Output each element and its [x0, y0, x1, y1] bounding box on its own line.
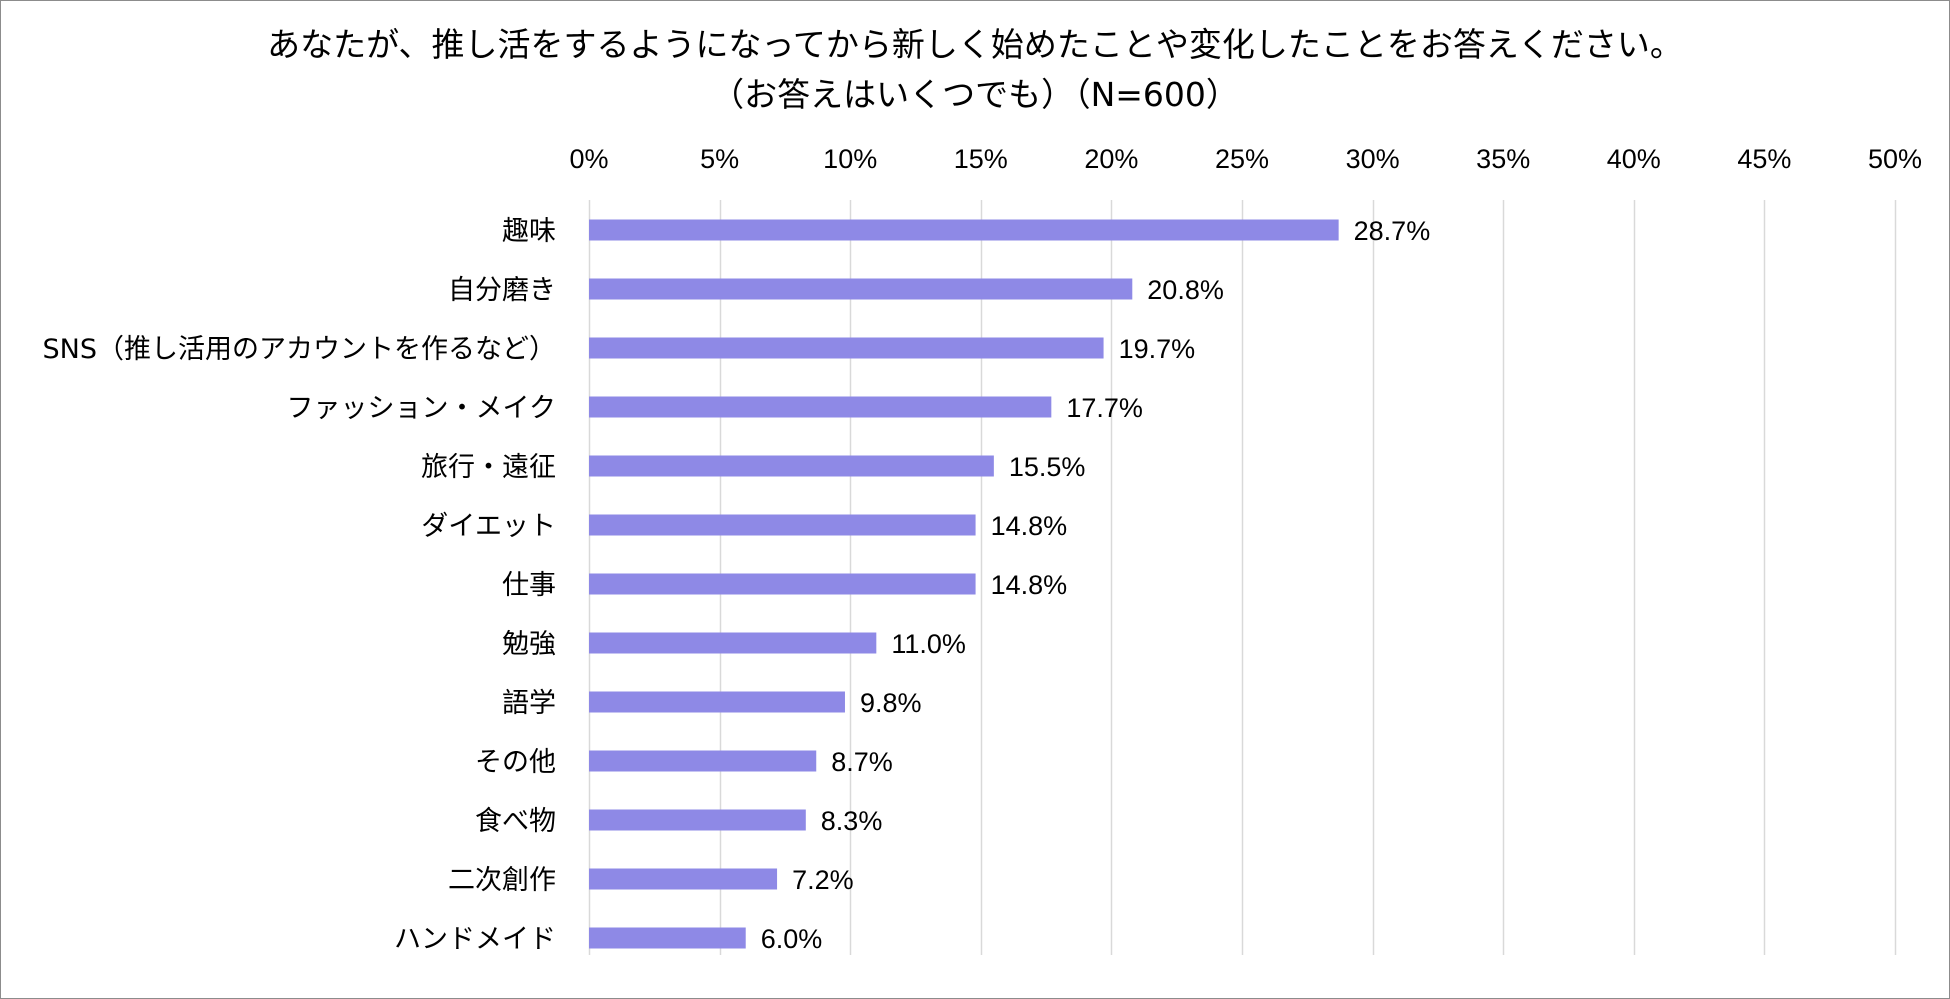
category-label-9: 語学 — [502, 688, 556, 719]
bar-5 — [589, 455, 994, 477]
category-label-1: 趣味 — [502, 216, 556, 247]
category-label-8: 勉強 — [502, 629, 556, 660]
category-label-10: その他 — [475, 747, 556, 778]
category-label-7: 仕事 — [502, 570, 556, 601]
data-label-13: 6.0% — [761, 924, 823, 954]
bar-11 — [589, 809, 806, 831]
data-label-12: 7.2% — [792, 865, 854, 895]
x-tick-label-0: 0% — [569, 144, 608, 174]
bar-9 — [589, 691, 845, 713]
bar-12 — [589, 868, 778, 890]
x-axis-tick-labels: 0% 5% 10% 15% 20% 25% 30% 35% 40% 45% 50% — [569, 144, 1922, 174]
data-label-8: 11.0% — [891, 629, 966, 659]
data-label-1: 28.7% — [1354, 216, 1431, 246]
x-tick-label-35: 35% — [1476, 144, 1530, 174]
category-label-3: SNS（推し活用のアカウントを作るなど） — [43, 334, 556, 365]
category-label-11: 食べ物 — [475, 806, 556, 837]
data-label-4: 17.7% — [1066, 393, 1143, 423]
bar-6 — [589, 514, 976, 536]
x-tick-label-25: 25% — [1215, 144, 1269, 174]
x-tick-label-10: 10% — [823, 144, 877, 174]
data-label-9: 9.8% — [860, 688, 922, 718]
chart-title: あなたが、推し活をするようになってから新しく始めたことや変化したことをお答えくだ… — [267, 25, 1683, 64]
data-label-2: 20.8% — [1147, 275, 1224, 305]
category-label-4: ファッション・メイク — [287, 393, 556, 424]
x-tick-label-40: 40% — [1607, 144, 1661, 174]
bars — [589, 219, 1339, 949]
category-label-2: 自分磨き — [448, 275, 556, 306]
bar-4 — [589, 396, 1052, 418]
bar-1 — [589, 219, 1339, 241]
data-label-11: 8.3% — [821, 806, 883, 836]
chart-subtitle: （お答えはいくつでも）（N=600） — [711, 75, 1239, 114]
x-tick-label-30: 30% — [1346, 144, 1400, 174]
category-label-6: ダイエット — [421, 511, 556, 542]
data-label-5: 15.5% — [1009, 452, 1086, 482]
bar-7 — [589, 573, 976, 595]
x-tick-label-20: 20% — [1084, 144, 1138, 174]
bar-10 — [589, 750, 817, 772]
x-tick-label-15: 15% — [954, 144, 1008, 174]
x-tick-label-5: 5% — [700, 144, 739, 174]
bar-13 — [589, 927, 746, 949]
data-label-7: 14.8% — [991, 570, 1068, 600]
category-label-12: 二次創作 — [448, 865, 556, 896]
data-label-10: 8.7% — [831, 747, 893, 777]
chart-title-block: あなたが、推し活をするようになってから新しく始めたことや変化したことをお答えくだ… — [0, 20, 1950, 120]
data-labels: 28.7% 20.8% 19.7% 17.7% 15.5% 14.8% 14.8% 11.0%… — [761, 216, 1430, 954]
data-label-3: 19.7% — [1119, 334, 1196, 364]
bar-2 — [589, 278, 1133, 300]
category-label-13: ハンドメイド — [394, 924, 556, 955]
bar-3 — [589, 337, 1104, 359]
bar-8 — [589, 632, 877, 654]
data-label-6: 14.8% — [991, 511, 1068, 541]
category-label-5: 旅行・遠征 — [421, 452, 556, 483]
x-tick-label-45: 45% — [1737, 144, 1791, 174]
x-tick-label-50: 50% — [1868, 144, 1922, 174]
